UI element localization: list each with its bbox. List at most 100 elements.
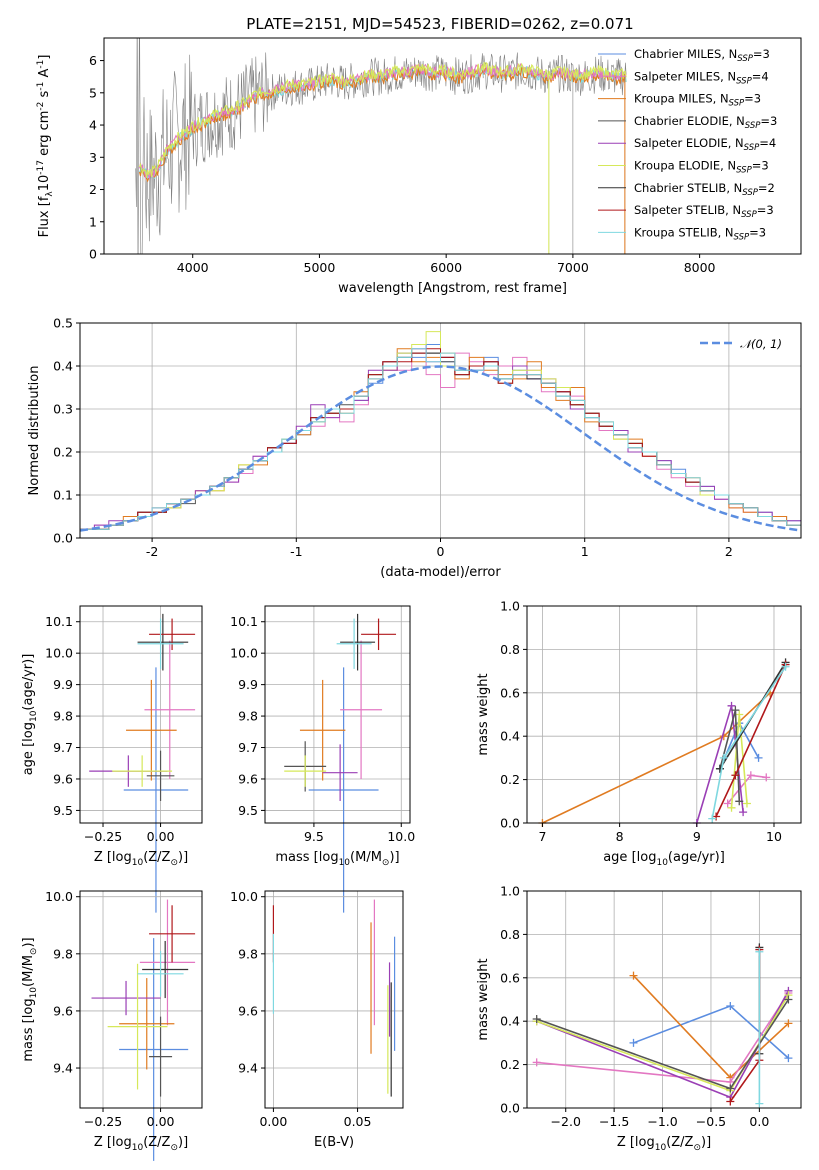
- residual-axes: 𝒩(0, 1) -2 -1 0 1 2 0.0 0.1 0.2 0.3 0.4 0.5 (data-mo…: [27, 316, 802, 580]
- plot-area: [538, 658, 790, 827]
- x-axis-label: (data-model)/error: [380, 565, 501, 580]
- plus-marker: [784, 1054, 793, 1063]
- plot-area: 𝒩(0, 1): [79, 331, 802, 532]
- x-tick-label: −1.5: [599, 1114, 629, 1129]
- x-tick-label: 0.00: [147, 1114, 175, 1129]
- mass-age-axes: 9.5 10.0 9.5 9.6 9.7 9.8 9.9 10.0 10.1 mass [log1…: [230, 605, 415, 913]
- z-age-axes: −0.25 0.00 9.5 9.6 9.7 9.8 9.9 10.0 10.1 Z [log10…: [21, 605, 203, 913]
- observed-flux: [135, 38, 627, 254]
- y-axis-label: mass weight: [476, 958, 491, 1040]
- x-axis-label: E(B-V): [314, 1135, 354, 1150]
- y-tick-label: 10.0: [45, 889, 73, 904]
- x-tick-label: 7: [538, 829, 546, 844]
- y-tick-label: 9.5: [238, 803, 258, 818]
- y-tick-label: 9.8: [53, 946, 73, 961]
- spectrum-legend: Chabrier MILES, NSSP=3 Salpeter MILES, NS…: [598, 47, 777, 242]
- y-tick-label: 10.0: [230, 889, 258, 904]
- x-tick-label: 0.0: [749, 1114, 769, 1129]
- figure-title: PLATE=2151, MJD=54523, FIBERID=0262, z=0…: [246, 15, 633, 33]
- x-tick-label: 0: [437, 544, 445, 559]
- spectrum-axes: Chabrier MILES, NSSP=3 Salpeter MILES, NS…: [36, 37, 802, 296]
- y-tick-label: 9.6: [53, 1003, 73, 1018]
- x-axis-label: age [log10(age/yr)]: [603, 850, 725, 868]
- y-tick-label: 9.8: [238, 709, 258, 724]
- plus-marker: [726, 1097, 735, 1106]
- plus-marker: [731, 706, 740, 715]
- plus-marker: [727, 803, 736, 812]
- plus-marker: [723, 799, 732, 808]
- legend-label: Chabrier STELIB, NSSP=2: [634, 181, 775, 198]
- x-tick-label: 7000: [557, 260, 589, 275]
- x-tick-label: 8: [616, 829, 624, 844]
- y-tick-label: 10.1: [230, 614, 258, 629]
- age-weight-axes: 7 8 9 10 0.0 0.2 0.4 0.6 0.8 1.0 age [log10(age/yr…: [476, 599, 802, 868]
- x-tick-label: −1.0: [647, 1114, 677, 1129]
- plus-marker: [735, 797, 744, 806]
- legend-label: Salpeter MILES, NSSP=4: [634, 69, 769, 86]
- x-tick-label: 4000: [177, 260, 209, 275]
- y-tick-label: 9.8: [238, 946, 258, 961]
- model-spectrum: [139, 65, 627, 179]
- x-tick-label: 2: [725, 544, 733, 559]
- axes-frame: [526, 605, 802, 824]
- axes-frame: [103, 37, 802, 255]
- plus-marker: [755, 1099, 764, 1108]
- ebv-mass-axes: 0.00 0.05 9.4 9.6 9.8 10.0 E(B-V): [230, 889, 404, 1150]
- axes-frame: [264, 890, 404, 1109]
- plus-marker: [629, 1038, 638, 1047]
- z-weight-axes: −2.0 −1.5 −1.0 −0.5 0.0 0.0 0.2 0.4 0.6 0.8 1.0 Z […: [476, 884, 802, 1153]
- model-spectrum: [138, 61, 627, 178]
- y-tick-label: 0.0: [53, 531, 73, 546]
- x-tick-label: −0.5: [696, 1114, 726, 1129]
- y-tick-label: 0.6: [500, 685, 520, 700]
- y-tick-label: 0.8: [500, 927, 520, 942]
- y-tick-label: 9.6: [238, 1003, 258, 1018]
- y-tick-label: 10.0: [230, 646, 258, 661]
- axes-frame: [79, 890, 203, 1109]
- y-tick-label: 0.5: [53, 316, 73, 331]
- y-tick-label: 9.7: [53, 740, 73, 755]
- plot-area: Chabrier MILES, NSSP=3 Salpeter MILES, NS…: [135, 38, 777, 254]
- plot-area: [284, 613, 397, 913]
- y-tick-label: 0.4: [500, 1014, 520, 1029]
- axes-frame: [526, 890, 802, 1109]
- plus-marker: [754, 753, 763, 762]
- x-tick-label: 5000: [304, 260, 336, 275]
- y-tick-label: 1.0: [500, 884, 520, 899]
- spectrum-lines: [135, 38, 627, 254]
- x-axis-label: wavelength [Angstrom, rest frame]: [338, 281, 567, 296]
- y-tick-label: 9.9: [53, 677, 73, 692]
- y-tick-label: 1: [89, 214, 97, 229]
- y-tick-label: 0.0: [500, 1101, 520, 1116]
- y-tick-label: 10.0: [45, 646, 73, 661]
- legend-label: Kroupa MILES, NSSP=3: [634, 92, 761, 109]
- x-tick-label: 0.00: [259, 1114, 287, 1129]
- plus-marker: [742, 799, 751, 808]
- x-tick-label: 10.0: [387, 829, 415, 844]
- y-axis-label: Normed distribution: [27, 366, 42, 496]
- legend-label: Salpeter STELIB, NSSP=3: [634, 203, 774, 220]
- y-tick-label: 4: [89, 118, 97, 133]
- x-axis-label: Z [log10(Z/Z⊙)]: [94, 1135, 188, 1153]
- x-axis-label: Z [log10(Z/Z⊙)]: [617, 1135, 711, 1153]
- plus-marker: [532, 1015, 541, 1024]
- legend-label: Salpeter ELODIE, NSSP=4: [634, 136, 776, 153]
- plus-marker: [629, 971, 638, 980]
- y-tick-label: 0.4: [53, 359, 73, 374]
- y-tick-label: 1.0: [500, 599, 520, 614]
- y-tick-label: 0.2: [500, 1057, 520, 1072]
- plot-area: [89, 613, 196, 913]
- weight-line: [729, 949, 761, 1102]
- y-tick-label: 9.6: [53, 771, 73, 786]
- x-tick-label: -1: [290, 544, 302, 559]
- legend-label: Kroupa ELODIE, NSSP=3: [634, 159, 769, 176]
- plus-marker: [719, 753, 728, 762]
- y-tick-label: 0.1: [53, 488, 73, 503]
- y-tick-label: 9.5: [53, 803, 73, 818]
- histogram-step: [80, 348, 801, 530]
- y-axis-label: age [log10(age/yr)]: [21, 654, 39, 776]
- x-tick-label: −0.25: [84, 829, 122, 844]
- y-tick-label: 6: [89, 53, 97, 68]
- plot-area: [272, 899, 396, 1097]
